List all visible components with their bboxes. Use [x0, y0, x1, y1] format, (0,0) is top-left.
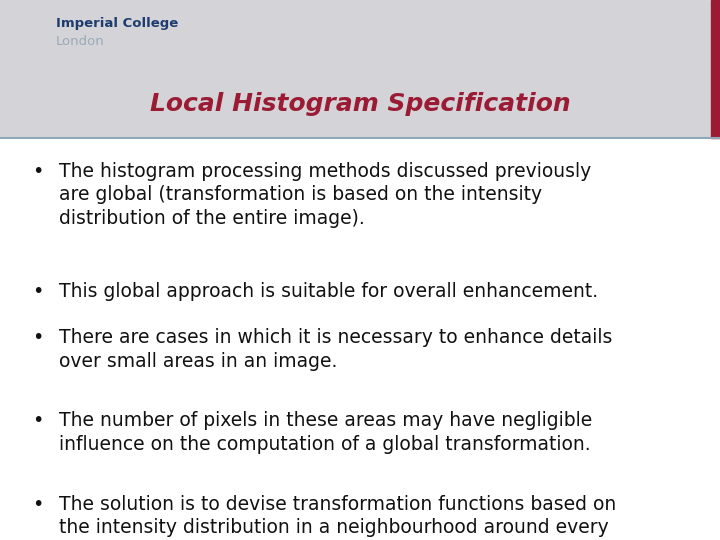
Text: The histogram processing methods discussed previously
are global (transformation: The histogram processing methods discuss… — [59, 162, 591, 228]
Text: This global approach is suitable for overall enhancement.: This global approach is suitable for ove… — [59, 282, 598, 301]
Text: The number of pixels in these areas may have negligible
influence on the computa: The number of pixels in these areas may … — [59, 411, 593, 454]
Bar — [0, 0, 720, 138]
Text: The solution is to devise transformation functions based on
the intensity distri: The solution is to devise transformation… — [59, 495, 616, 540]
Text: •: • — [32, 282, 43, 301]
Bar — [0, 138, 720, 540]
Text: •: • — [32, 162, 43, 181]
Text: •: • — [32, 328, 43, 347]
Text: London: London — [56, 35, 105, 48]
Text: There are cases in which it is necessary to enhance details
over small areas in : There are cases in which it is necessary… — [59, 328, 613, 371]
Bar — [711, 0, 720, 138]
Text: •: • — [32, 411, 43, 430]
Text: Local Histogram Specification: Local Histogram Specification — [150, 92, 570, 116]
Text: •: • — [32, 495, 43, 514]
Text: Imperial College: Imperial College — [56, 17, 179, 30]
